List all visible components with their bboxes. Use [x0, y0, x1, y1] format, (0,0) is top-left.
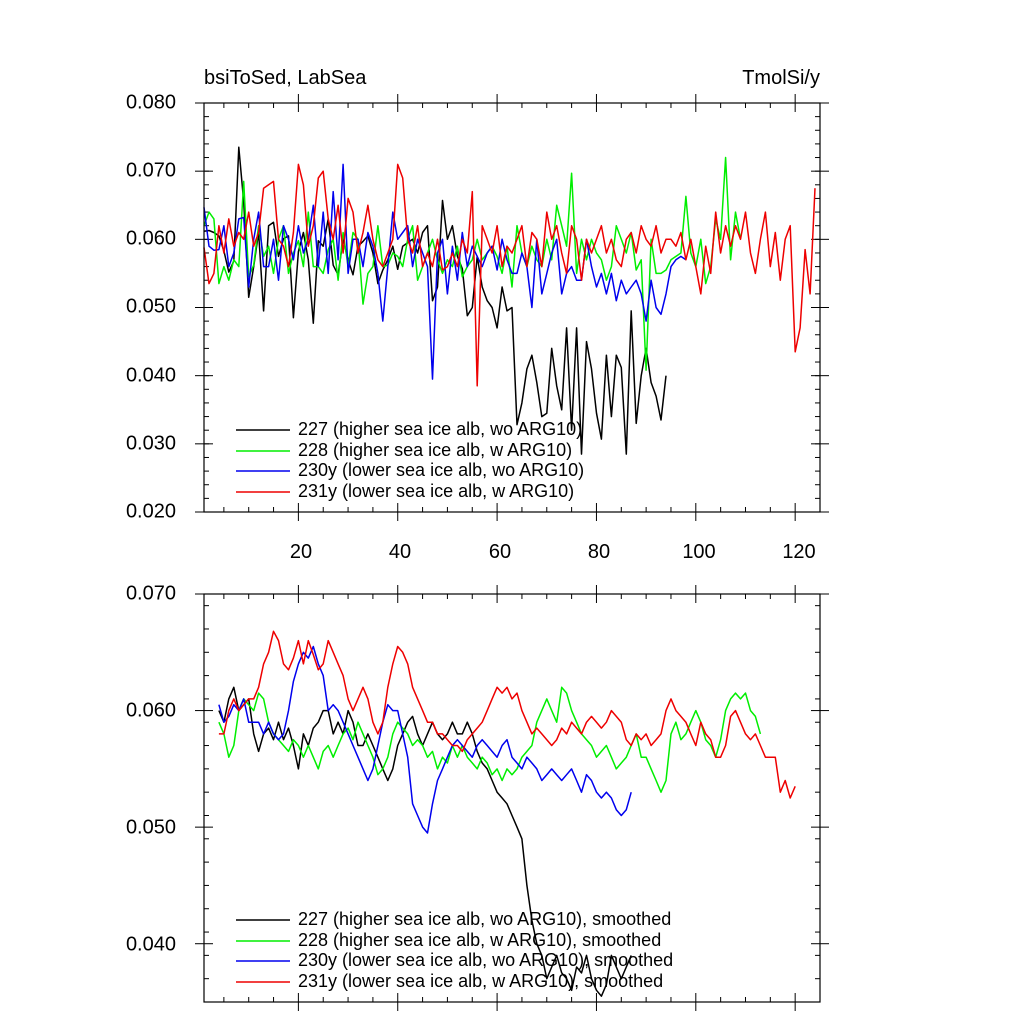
top-legend: 227 (higher sea ice alb, wo ARG10) 228 (… [236, 419, 584, 501]
bottom-ytick-label: 0.060 [126, 699, 176, 721]
top-ytick-label: 0.020 [126, 500, 176, 522]
legend-label-227-smoothed: 227 (higher sea ice alb, wo ARG10), smoo… [298, 909, 671, 929]
legend-label-230y-smoothed: 230y (lower sea ice alb, wo ARG10), smoo… [298, 950, 673, 970]
bottom-panel: 0.070 0.060 0.050 0.040 227 (higher sea … [126, 582, 829, 1011]
top-plot-frame [203, 102, 821, 513]
top-ytick-label: 0.050 [126, 295, 176, 317]
legend-label-227: 227 (higher sea ice alb, wo ARG10) [298, 419, 582, 439]
bottom-series-line-3 [218, 630, 796, 799]
top-xtick-label: 40 [389, 541, 411, 563]
top-ytick-label: 0.060 [126, 227, 176, 249]
legend-label-231y: 231y (lower sea ice alb, w ARG10) [298, 481, 574, 501]
top-xtick-label: 80 [588, 541, 610, 563]
top-ytick-label: 0.080 [126, 91, 176, 113]
bottom-series-line-0 [218, 686, 632, 997]
bottom-series-group [218, 630, 796, 997]
top-series-line-3 [203, 163, 816, 387]
top-panel-title: bsiToSed, LabSea [204, 67, 367, 89]
bottom-ytick-label: 0.040 [126, 933, 176, 955]
bottom-legend: 227 (higher sea ice alb, wo ARG10), smoo… [236, 909, 673, 991]
legend-label-228-smoothed: 228 (higher sea ice alb, w ARG10), smoot… [298, 930, 661, 950]
bottom-ytick-label: 0.070 [126, 582, 176, 604]
top-panel: bsiToSed, LabSea TmolSi/y 0.080 0.070 0.… [126, 67, 829, 563]
bottom-minor-ticks [195, 585, 829, 1011]
bottom-series-line-1 [218, 686, 762, 793]
top-y-ticks: 0.080 0.070 0.060 0.050 0.040 0.030 0.02… [126, 91, 176, 522]
bottom-series-line-2 [218, 645, 632, 834]
top-xtick-label: 120 [782, 541, 815, 563]
top-xtick-label: 100 [682, 541, 715, 563]
top-series-group [203, 146, 816, 455]
bottom-plot-frame [203, 593, 821, 1003]
top-ytick-label: 0.040 [126, 364, 176, 386]
top-series-line-1 [203, 156, 742, 371]
top-xtick-label: 60 [489, 541, 511, 563]
bottom-y-ticks: 0.070 0.060 0.050 0.040 [126, 582, 176, 955]
legend-label-231y-smoothed: 231y (lower sea ice alb, w ARG10), smoot… [298, 971, 663, 991]
top-ytick-label: 0.030 [126, 432, 176, 454]
top-x-ticks: 20 40 60 80 100 120 [290, 541, 816, 563]
top-xtick-label: 20 [290, 541, 312, 563]
top-series-line-2 [203, 163, 687, 380]
bottom-ytick-label: 0.050 [126, 816, 176, 838]
top-ytick-label: 0.070 [126, 159, 176, 181]
top-panel-units: TmolSi/y [742, 67, 820, 89]
legend-label-228: 228 (higher sea ice alb, w ARG10) [298, 440, 572, 460]
legend-label-230y: 230y (lower sea ice alb, wo ARG10) [298, 460, 584, 480]
